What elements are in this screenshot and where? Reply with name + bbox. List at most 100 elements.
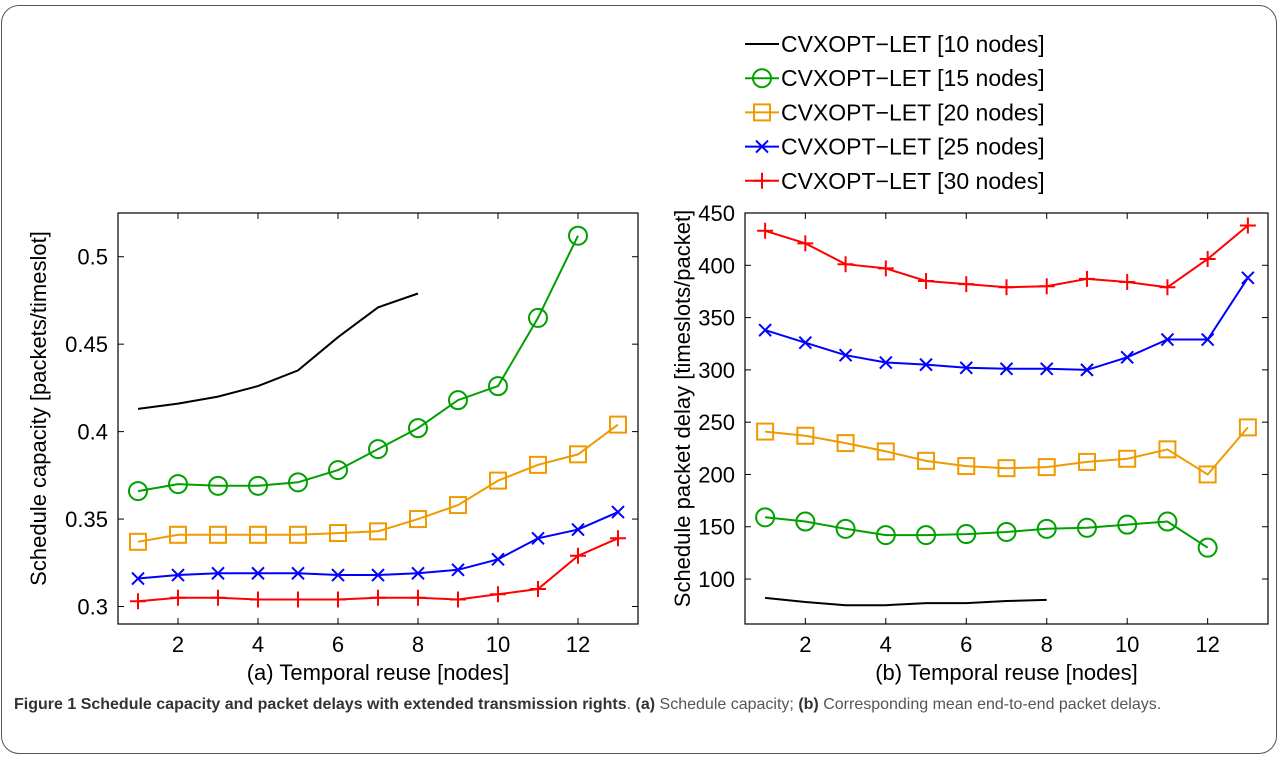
data-point — [797, 235, 814, 252]
data-point — [528, 307, 548, 328]
data-point — [1080, 363, 1094, 377]
data-point — [877, 260, 894, 277]
legend-label: CVXOPT−LET [25 nodes] — [781, 134, 1045, 160]
data-point — [291, 566, 305, 580]
data-point — [1159, 279, 1176, 296]
data-point — [838, 348, 853, 362]
data-point — [1199, 251, 1216, 268]
data-point — [756, 422, 775, 441]
data-point — [251, 566, 265, 580]
data-point — [488, 376, 508, 397]
data-point — [1078, 270, 1095, 287]
data-point — [1036, 518, 1057, 539]
panel-b-delay-chart: 2 4 6 8 10 12 100 150 200 250 300 350 400 450 (b) Temp… — [670, 201, 1269, 685]
data-point — [1077, 452, 1096, 471]
series-line — [137, 292, 419, 410]
x-tick-label: 12 — [1195, 632, 1219, 657]
data-point — [450, 591, 466, 608]
data-point — [1200, 332, 1215, 347]
x-tick-label: 4 — [252, 632, 264, 657]
legend-label: CVXOPT−LET [15 nodes] — [781, 65, 1045, 91]
x-tick-label: 10 — [486, 632, 510, 657]
x-axis-label: (b) Temporal reuse [nodes] — [875, 660, 1138, 685]
data-point — [371, 568, 385, 582]
data-point — [248, 475, 268, 496]
series-line — [137, 423, 619, 543]
data-point — [837, 256, 854, 273]
data-point — [209, 525, 227, 544]
data-point — [1040, 362, 1054, 376]
data-point — [168, 474, 188, 495]
figure-caption: Figure 1 Schedule capacity and packet de… — [14, 696, 1162, 713]
y-tick-label: 0.35 — [65, 507, 108, 532]
y-tick-label: 300 — [698, 358, 735, 383]
y-tick-label: 450 — [698, 201, 735, 226]
data-point — [569, 445, 587, 464]
data-point — [1158, 440, 1177, 459]
x-tick-label: 8 — [1041, 632, 1053, 657]
y-axis-label: Schedule capacity [packets/timeslot] — [26, 231, 51, 586]
data-point — [130, 593, 146, 610]
data-point — [798, 335, 813, 350]
figure-frame — [1, 5, 1277, 754]
data-point — [1198, 465, 1217, 484]
data-point — [835, 518, 856, 539]
series-line — [137, 235, 579, 493]
caption-title: Schedule capacity and packet delays with… — [80, 696, 627, 713]
data-point — [958, 276, 975, 293]
data-point — [996, 521, 1017, 542]
caption-part-a-text: Schedule capacity; — [659, 696, 794, 713]
data-point — [918, 272, 935, 289]
data-point — [610, 530, 626, 547]
legend-swatch-marker — [753, 103, 771, 122]
data-point — [916, 525, 937, 546]
series-line — [764, 596, 1047, 607]
y-tick-label: 0.3 — [77, 595, 108, 620]
data-point — [171, 568, 185, 582]
data-point — [531, 531, 545, 546]
data-point — [451, 563, 465, 577]
data-point — [1119, 274, 1136, 291]
data-point — [289, 525, 307, 544]
x-tick-label: 6 — [332, 632, 344, 657]
series-line — [764, 426, 1249, 476]
x-tick-label: 4 — [880, 632, 892, 657]
legend-label: CVXOPT−LET [30 nodes] — [781, 168, 1045, 194]
data-point — [131, 571, 145, 586]
data-point — [1120, 350, 1134, 365]
data-point — [208, 475, 228, 496]
data-point — [368, 439, 388, 460]
data-point — [409, 510, 427, 529]
data-point — [129, 532, 147, 551]
data-point — [1118, 449, 1137, 468]
data-point — [1241, 271, 1255, 285]
data-point — [489, 471, 507, 490]
figure-chart: 2 4 6 8 10 12 0.3 0.35 0.4 0.45 0.5 (a) Temporal re… — [26, 31, 1269, 685]
y-tick-label: 100 — [698, 567, 735, 592]
legend-swatch-marker — [754, 172, 770, 189]
data-point — [169, 525, 187, 544]
data-point — [611, 505, 625, 519]
data-point — [370, 589, 386, 606]
legend-label: CVXOPT−LET [20 nodes] — [781, 99, 1045, 125]
data-point — [410, 589, 426, 606]
data-point — [448, 390, 468, 411]
x-tick-label: 8 — [412, 632, 424, 657]
data-point — [956, 524, 977, 545]
data-point — [128, 481, 148, 502]
series-line — [764, 516, 1209, 549]
data-point — [917, 451, 936, 470]
x-tick-label: 2 — [172, 632, 184, 657]
plot-area — [744, 212, 1269, 625]
y-tick-label: 0.45 — [65, 332, 108, 357]
data-point — [568, 225, 588, 246]
data-point — [491, 552, 505, 566]
data-point — [796, 426, 815, 445]
data-point — [408, 418, 428, 439]
data-point — [288, 472, 308, 493]
y-tick-label: 200 — [698, 462, 735, 487]
data-point — [999, 362, 1014, 376]
data-point — [1038, 278, 1055, 295]
data-point — [609, 415, 627, 434]
data-point — [997, 459, 1016, 478]
